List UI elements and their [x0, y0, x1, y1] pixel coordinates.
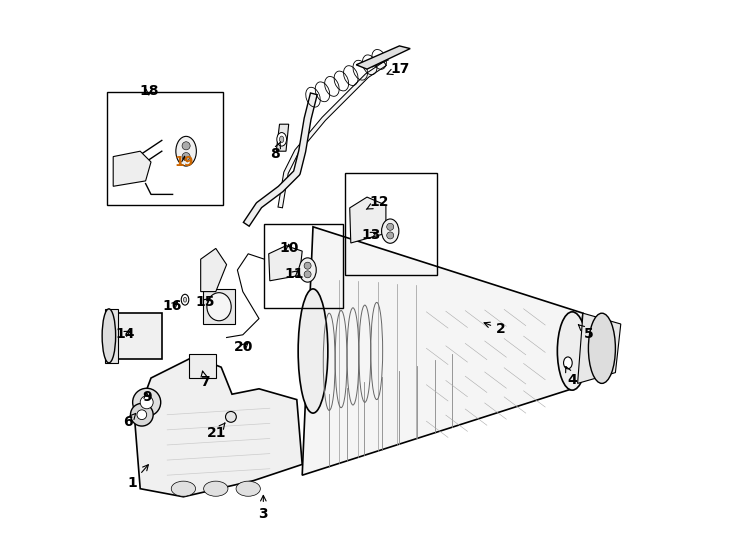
Text: 1: 1	[127, 465, 148, 490]
Ellipse shape	[102, 309, 116, 363]
Text: 6: 6	[123, 413, 136, 429]
Polygon shape	[113, 313, 161, 359]
Polygon shape	[105, 309, 117, 363]
Text: 8: 8	[270, 141, 280, 161]
Ellipse shape	[277, 132, 286, 146]
Polygon shape	[269, 246, 302, 281]
Ellipse shape	[131, 403, 153, 426]
Text: 18: 18	[139, 84, 159, 98]
Text: 12: 12	[366, 195, 388, 210]
Text: 21: 21	[207, 423, 227, 440]
Text: 11: 11	[284, 267, 304, 281]
Ellipse shape	[171, 481, 195, 496]
Ellipse shape	[280, 136, 284, 143]
Text: 10: 10	[279, 241, 299, 255]
Text: 15: 15	[195, 295, 215, 309]
Bar	[264, 224, 343, 308]
Ellipse shape	[133, 388, 161, 416]
Text: 19: 19	[175, 155, 195, 169]
Text: 7: 7	[200, 371, 210, 389]
Ellipse shape	[184, 297, 186, 302]
Ellipse shape	[182, 152, 190, 161]
Ellipse shape	[299, 258, 316, 282]
Polygon shape	[203, 289, 235, 324]
Ellipse shape	[387, 224, 393, 230]
Text: 2: 2	[484, 322, 506, 336]
Ellipse shape	[140, 396, 153, 409]
Polygon shape	[578, 313, 621, 383]
Ellipse shape	[557, 312, 587, 390]
Text: 9: 9	[142, 390, 151, 404]
Text: 5: 5	[578, 325, 593, 341]
Ellipse shape	[236, 481, 261, 496]
Ellipse shape	[182, 141, 190, 150]
Polygon shape	[200, 248, 227, 292]
Polygon shape	[356, 46, 410, 69]
Text: 3: 3	[258, 495, 268, 521]
Bar	[346, 173, 437, 275]
Polygon shape	[276, 124, 288, 151]
Polygon shape	[113, 151, 151, 186]
Ellipse shape	[304, 262, 311, 269]
Text: 20: 20	[234, 340, 253, 354]
Ellipse shape	[137, 410, 147, 420]
Ellipse shape	[564, 357, 573, 369]
Polygon shape	[135, 356, 302, 497]
Text: 16: 16	[163, 299, 182, 313]
Polygon shape	[302, 227, 583, 475]
Ellipse shape	[382, 219, 399, 243]
Polygon shape	[349, 197, 386, 243]
Ellipse shape	[203, 481, 228, 496]
Polygon shape	[189, 354, 216, 378]
Ellipse shape	[589, 313, 615, 383]
Ellipse shape	[181, 294, 189, 305]
Ellipse shape	[225, 411, 236, 422]
Ellipse shape	[387, 232, 393, 239]
Bar	[106, 92, 223, 205]
Ellipse shape	[304, 271, 311, 278]
Text: 17: 17	[387, 62, 410, 76]
Text: 14: 14	[116, 327, 135, 341]
Text: 4: 4	[566, 367, 577, 387]
Ellipse shape	[298, 289, 328, 413]
Ellipse shape	[176, 136, 197, 166]
Ellipse shape	[207, 293, 231, 321]
Text: 13: 13	[362, 228, 381, 242]
